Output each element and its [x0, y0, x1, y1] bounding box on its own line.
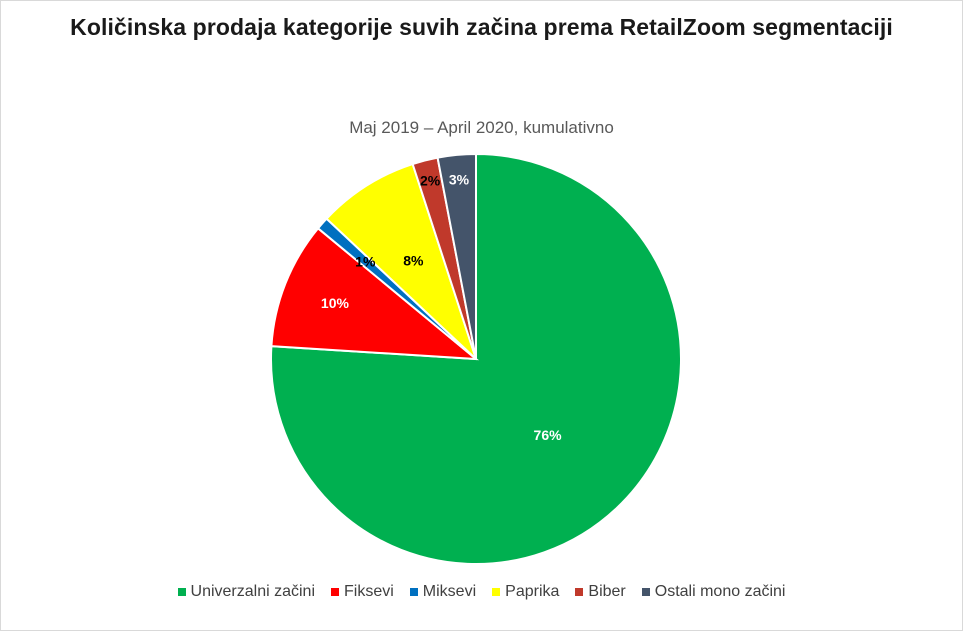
legend-swatch [492, 588, 501, 596]
chart-legend: Univerzalni začini Fiksevi Miksevi Paprika B… [0, 583, 963, 601]
pie-slice-paprika [325, 162, 477, 360]
pie-slice-fiksevi [270, 226, 480, 361]
legend-swatch [177, 588, 186, 596]
data-label-ostali-mono-začini: 3% [449, 171, 470, 187]
legend-item-univerzalni-začini: Univerzalni začini [177, 583, 316, 601]
legend-swatch [331, 588, 340, 596]
legend-swatch [575, 588, 584, 596]
data-label-univerzalni-začini: 76% [534, 427, 563, 443]
legend-label: Ostali mono začini [654, 583, 786, 600]
legend-swatch [641, 588, 650, 596]
legend-swatch [409, 588, 418, 596]
legend-item-ostali-mono-začini: Ostali mono začini [641, 583, 786, 601]
legend-label: Fiksevi [344, 583, 394, 600]
pie-slice-univerzalni-začini [270, 152, 682, 565]
pie-slice-ostali-mono-začini [436, 152, 477, 360]
data-label-fiksevi: 10% [321, 295, 350, 311]
legend-label: Biber [588, 583, 626, 600]
data-label-biber: 2% [420, 172, 441, 188]
legend-label: Univerzalni začini [190, 583, 316, 600]
legend-item-miksevi: Miksevi [409, 583, 477, 601]
chart-title: Količinska prodaja kategorije suvih zači… [70, 14, 893, 40]
legend-item-fiksevi: Fiksevi [331, 583, 394, 601]
data-label-miksevi: 1% [355, 253, 376, 269]
legend-item-paprika: Paprika [492, 583, 559, 601]
chart-subtitle: Maj 2019 – April 2020, kumulativno [349, 118, 614, 137]
legend-label: Paprika [505, 583, 560, 600]
legend-label: Miksevi [422, 583, 477, 600]
data-label-paprika: 8% [403, 252, 424, 268]
legend-item-biber: Biber [575, 583, 626, 601]
